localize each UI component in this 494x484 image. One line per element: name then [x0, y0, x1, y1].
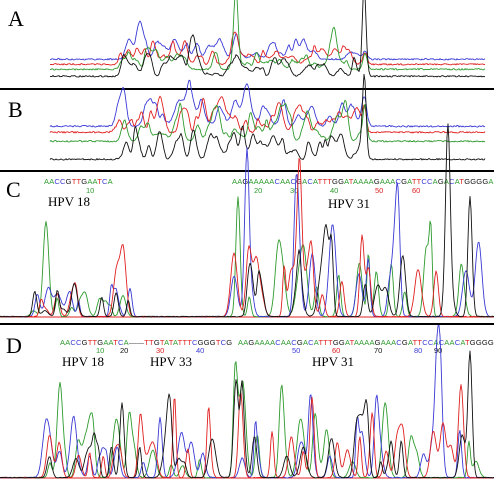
panel-d: D AACCGTTGAATCA——TTGTATATTTCGGGTCG AAGAA…	[0, 324, 494, 479]
sequence-d-right: AAGAAAACAACGACATTTGGATAAAAGAAACGATTCCACA…	[238, 338, 494, 347]
position-label: 30	[290, 186, 298, 195]
panel-c-traces	[0, 123, 494, 318]
panel-letter-c: C	[6, 177, 21, 202]
trace-a-1	[49, 31, 486, 66]
trace-b-2	[49, 99, 486, 143]
panel-letter-b: B	[8, 97, 23, 122]
position-label: 50	[375, 186, 383, 195]
position-label: 10	[86, 186, 94, 195]
position-label: 20	[254, 186, 262, 195]
sequence-c-right: AAGAAAAACAACGACATTTGGATAAAAGAAACGATTCCAG…	[232, 177, 494, 186]
label-hpv18-c: HPV 18	[48, 194, 90, 209]
sequence-d-left: AACCGTTGAATCA——TTGTATATTTCGGGTCG	[60, 338, 232, 347]
sequence-c-left: AACCGTTGAATCA	[44, 177, 113, 186]
label-hpv31-c: HPV 31	[328, 196, 370, 211]
panel-letter-a: A	[8, 6, 24, 31]
panel-letter-d: D	[6, 333, 22, 358]
trace-d-0	[0, 361, 494, 479]
label-hpv33-d: HPV 33	[150, 354, 192, 369]
panel-a: A	[8, 0, 486, 78]
position-label: 80	[414, 346, 422, 355]
position-label: 60	[332, 346, 340, 355]
position-label: 20	[120, 346, 128, 355]
position-labels-d: 10 20 30 40 50 60 70 80 90	[96, 346, 442, 355]
position-label: 40	[196, 346, 204, 355]
trace-c-3	[0, 123, 494, 318]
position-label: 10	[96, 346, 104, 355]
panel-c: C AACCGTTGAATCA AAGAAAAACAACGACATTTGGATA…	[0, 123, 494, 318]
label-hpv18-d: HPV 18	[62, 354, 104, 369]
label-hpv31-d: HPV 31	[312, 354, 354, 369]
position-labels-c: 10 20 30 40 50 60	[86, 186, 420, 195]
panel-b-traces	[49, 73, 486, 161]
position-label: 90	[434, 346, 442, 355]
trace-a-0	[49, 20, 486, 61]
trace-b-0	[49, 79, 486, 128]
position-label: 70	[374, 346, 382, 355]
trace-d-3	[0, 350, 494, 479]
position-label: 30	[156, 346, 164, 355]
trace-b-3	[49, 73, 486, 161]
position-label: 50	[292, 346, 300, 355]
trace-c-2	[0, 158, 494, 318]
position-label: 60	[412, 186, 420, 195]
panel-a-traces	[49, 0, 486, 78]
position-label: 40	[330, 186, 338, 195]
panel-d-traces	[0, 324, 494, 479]
trace-a-2	[49, 0, 486, 71]
trace-a-3	[49, 0, 486, 78]
panel-b: B	[8, 73, 486, 161]
